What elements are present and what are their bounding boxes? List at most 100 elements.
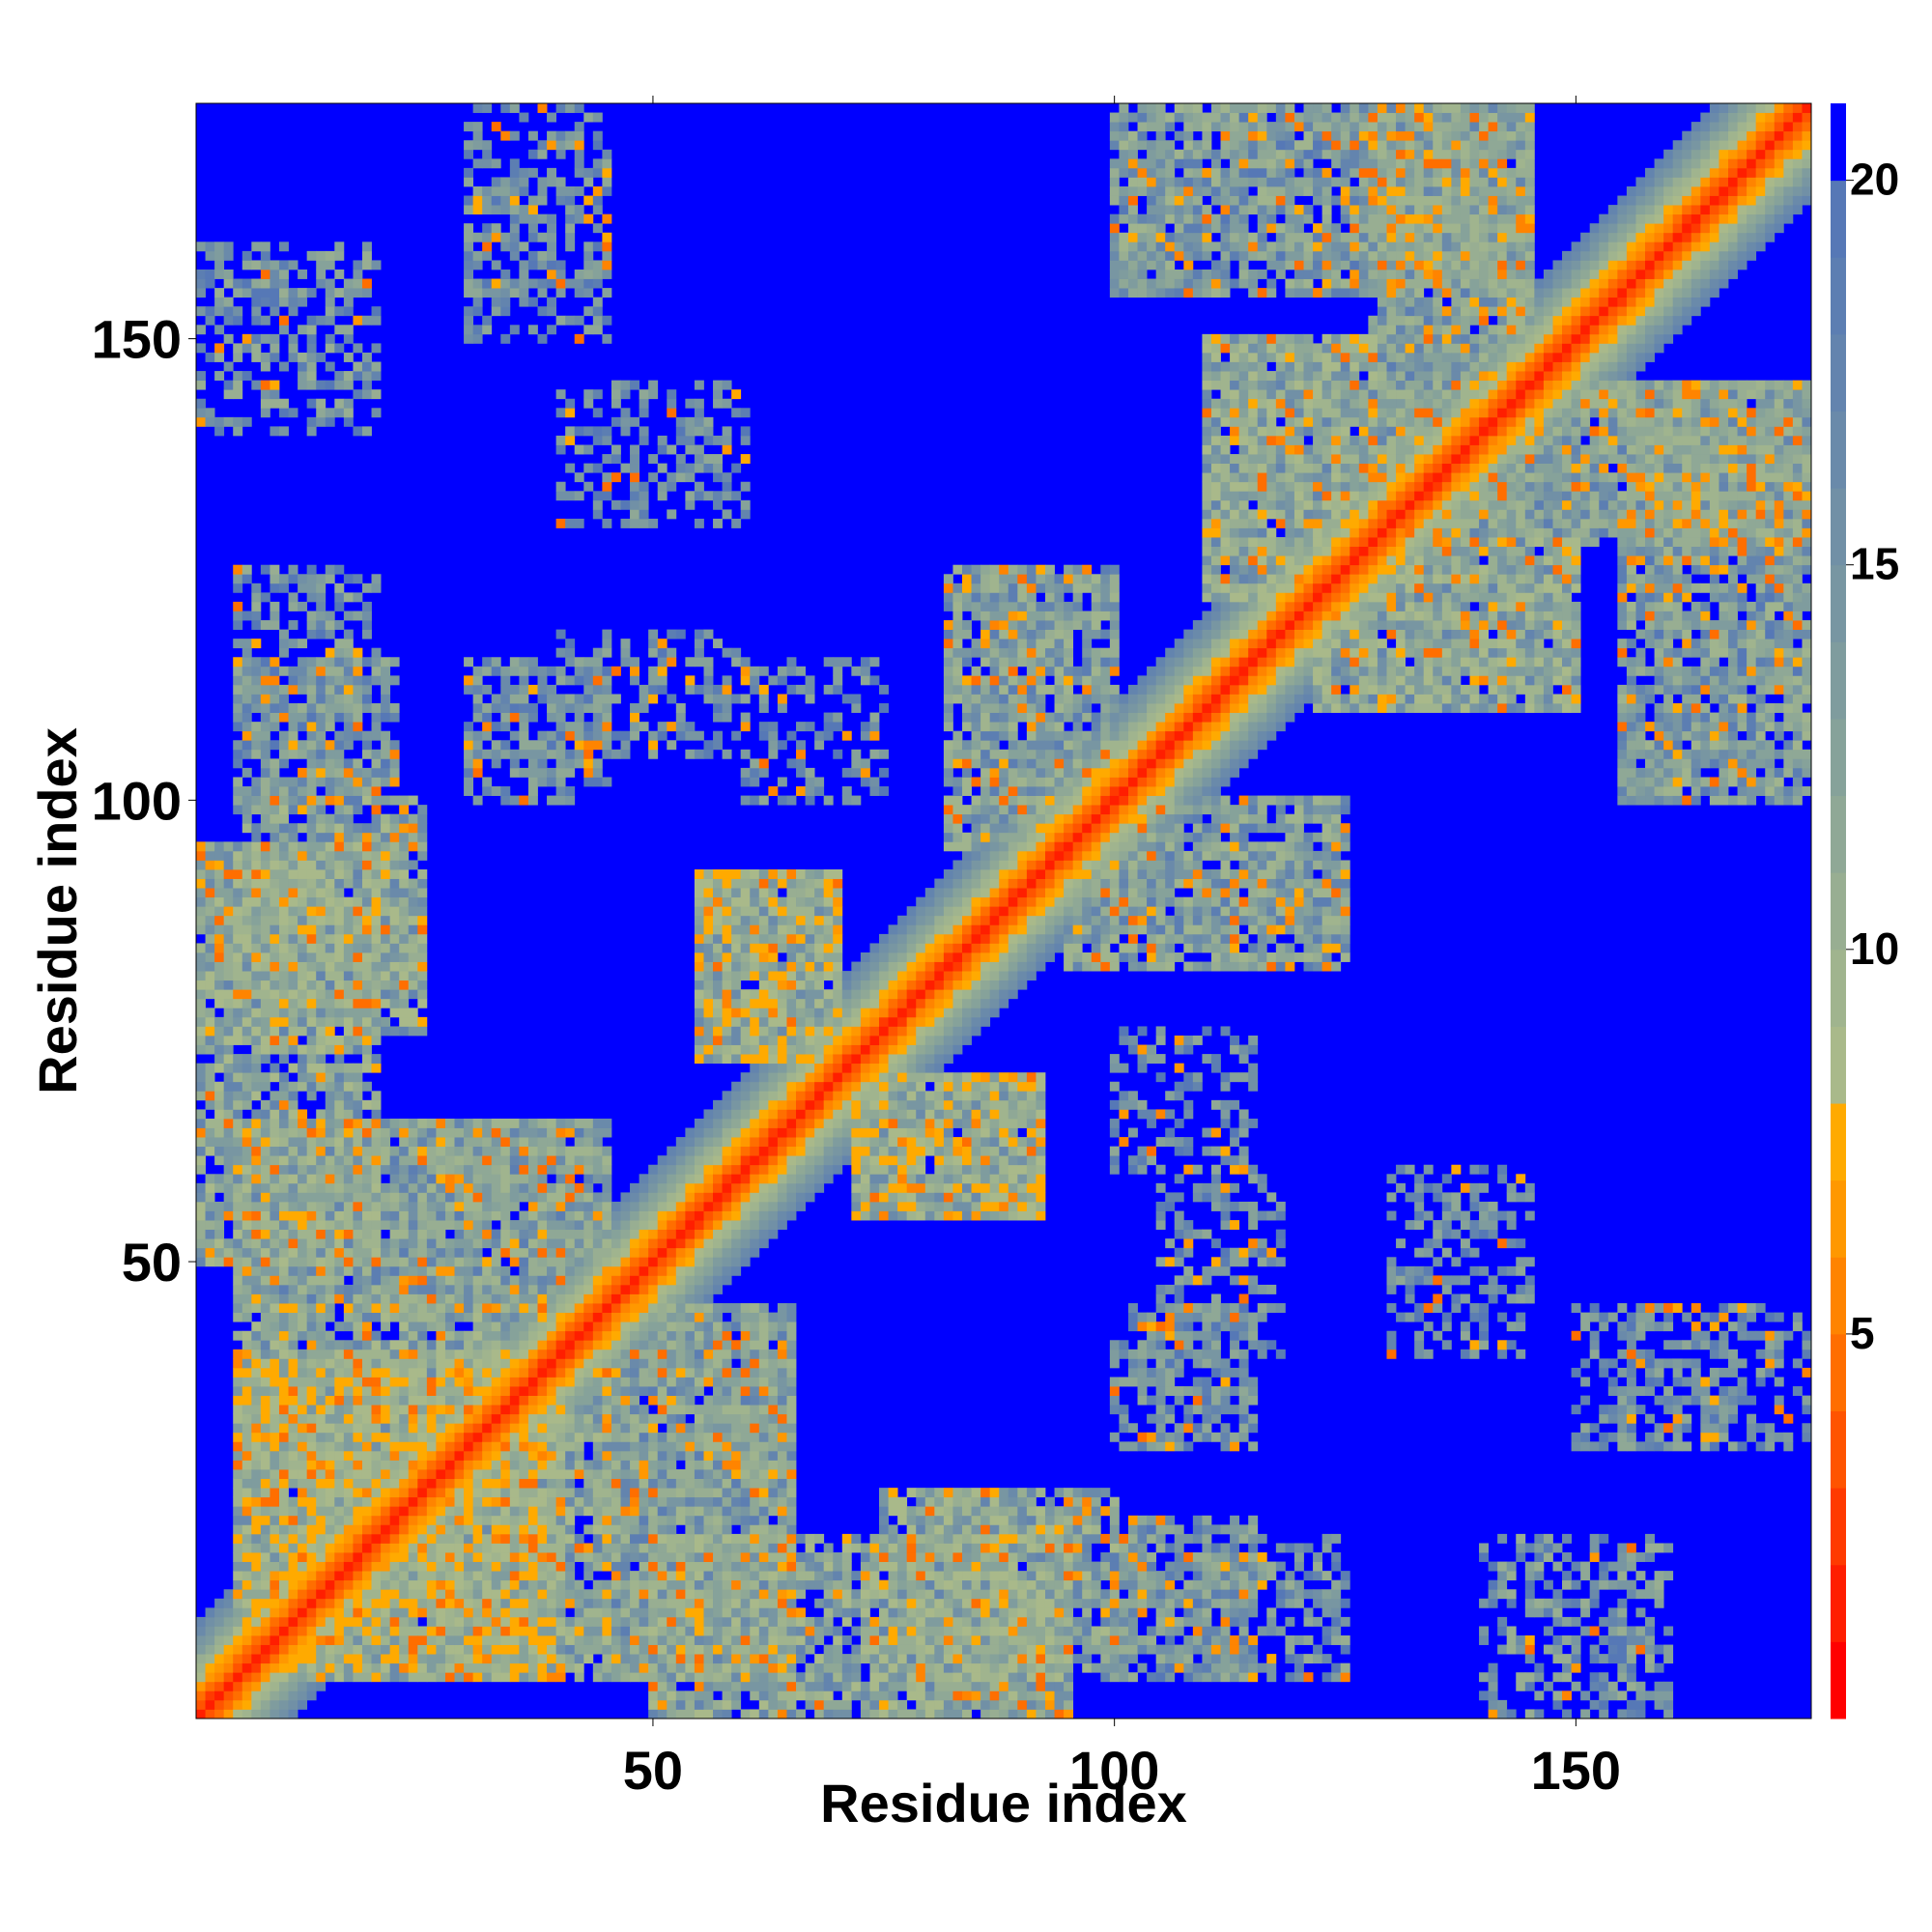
- heatmap-cell: [316, 1118, 327, 1128]
- heatmap-cell: [583, 288, 594, 298]
- heatmap-cell: [436, 1524, 446, 1535]
- heatmap-cell: [214, 952, 225, 962]
- heatmap-cell: [223, 841, 234, 852]
- heatmap-cell: [547, 1460, 557, 1470]
- heatmap-cell: [242, 749, 252, 759]
- heatmap-cell: [381, 1238, 391, 1249]
- heatmap-cell: [611, 472, 621, 483]
- heatmap-cell: [574, 158, 584, 169]
- heatmap-cell: [353, 1293, 363, 1304]
- heatmap-cell: [472, 1460, 483, 1470]
- heatmap-cell: [509, 242, 520, 252]
- heatmap-cell: [694, 1571, 704, 1581]
- heatmap-cell: [371, 878, 382, 889]
- heatmap-cell: [298, 1460, 308, 1470]
- heatmap-cell: [233, 896, 243, 907]
- heatmap-cell: [334, 869, 345, 879]
- heatmap-cell: [251, 352, 262, 362]
- heatmap-cell: [592, 1275, 603, 1286]
- heatmap-cell: [602, 1174, 612, 1184]
- heatmap-cell: [205, 933, 215, 944]
- heatmap-cell: [278, 1303, 289, 1314]
- heatmap-cell: [444, 1496, 455, 1507]
- heatmap-cell: [325, 657, 335, 668]
- heatmap-cell: [233, 1035, 243, 1045]
- heatmap-cell: [464, 730, 474, 741]
- heatmap-cell: [298, 288, 308, 298]
- heatmap-cell: [426, 1340, 437, 1350]
- heatmap-cell: [472, 1358, 483, 1369]
- heatmap-cell: [306, 1635, 317, 1645]
- heatmap-cell: [389, 850, 400, 861]
- heatmap-cell: [509, 1201, 520, 1211]
- heatmap-cell: [251, 1469, 262, 1479]
- heatmap-cell: [361, 260, 372, 270]
- heatmap-cell: [260, 666, 270, 676]
- heatmap-cell: [214, 1690, 225, 1701]
- heatmap-cell: [648, 1635, 659, 1645]
- heatmap-cell: [491, 223, 501, 234]
- heatmap-cell: [343, 1571, 354, 1581]
- heatmap-cell: [334, 371, 345, 382]
- heatmap-cell: [667, 1247, 677, 1258]
- heatmap-cell: [408, 1405, 418, 1415]
- heatmap-cell: [482, 1469, 493, 1479]
- heatmap-cell: [205, 1063, 215, 1073]
- heatmap-cell: [648, 1662, 659, 1673]
- heatmap-cell: [454, 1515, 465, 1525]
- heatmap-cell: [500, 1616, 511, 1627]
- heatmap-cell: [325, 1654, 335, 1664]
- heatmap-cell: [371, 1423, 382, 1434]
- heatmap-cell: [620, 1672, 631, 1683]
- heatmap-cell: [620, 1405, 631, 1415]
- heatmap-cell: [500, 1607, 511, 1618]
- heatmap-cell: [630, 1182, 639, 1193]
- heatmap-cell: [288, 915, 298, 925]
- heatmap-cell: [223, 1146, 234, 1156]
- heatmap-cell: [408, 1321, 418, 1332]
- heatmap-cell: [509, 1137, 520, 1148]
- heatmap-cell: [260, 1543, 270, 1553]
- heatmap-cell: [583, 1654, 594, 1664]
- heatmap-cell: [214, 1081, 225, 1092]
- heatmap-cell: [611, 1377, 621, 1387]
- heatmap-cell: [417, 1284, 428, 1294]
- heatmap-cell: [583, 1118, 594, 1128]
- heatmap-cell: [482, 1589, 493, 1600]
- heatmap-cell: [482, 1127, 493, 1138]
- heatmap-cell: [500, 1488, 511, 1498]
- heatmap-cell: [353, 896, 363, 907]
- heatmap-cell: [334, 878, 345, 889]
- heatmap-cell: [472, 122, 483, 132]
- heatmap-cell: [353, 1265, 363, 1276]
- heatmap-cell: [288, 564, 298, 575]
- heatmap-cell: [353, 1413, 363, 1424]
- heatmap-cell: [242, 1127, 252, 1138]
- heatmap-cell: [343, 1441, 354, 1452]
- heatmap-cell: [371, 408, 382, 418]
- heatmap-cell: [464, 1579, 474, 1590]
- heatmap-cell: [482, 1118, 493, 1128]
- heatmap-cell: [278, 647, 289, 658]
- heatmap-cell: [509, 657, 520, 668]
- heatmap-cell: [482, 1321, 493, 1332]
- heatmap-cell: [583, 1330, 594, 1341]
- heatmap-cell: [361, 1229, 372, 1239]
- heatmap-cell: [500, 1405, 511, 1415]
- heatmap-cell: [325, 961, 335, 972]
- heatmap-cell: [343, 1644, 354, 1655]
- heatmap-cell: [260, 250, 270, 261]
- heatmap-cell: [500, 1174, 511, 1184]
- heatmap-cell: [361, 1395, 372, 1406]
- heatmap-cell: [278, 1340, 289, 1350]
- heatmap-cell: [519, 213, 529, 224]
- heatmap-cell: [399, 1275, 410, 1286]
- heatmap-cell: [343, 1044, 354, 1055]
- heatmap-cell: [233, 1155, 243, 1166]
- heatmap-cell: [298, 767, 308, 778]
- heatmap-cell: [611, 398, 621, 409]
- heatmap-cell: [537, 1515, 548, 1525]
- heatmap-cell: [260, 1284, 270, 1294]
- heatmap-cell: [657, 1654, 668, 1664]
- heatmap-cell: [648, 1589, 659, 1600]
